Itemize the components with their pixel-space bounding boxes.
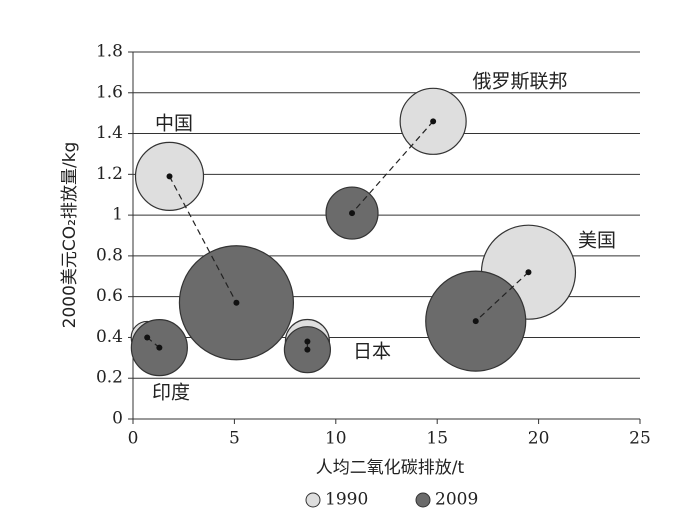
annotation: 俄罗斯联邦 bbox=[472, 71, 567, 93]
y-tick-label: 0.6 bbox=[96, 286, 123, 306]
y-tick-label: 1.4 bbox=[96, 123, 123, 143]
bubble-center bbox=[430, 118, 437, 125]
annotation: 印度 bbox=[152, 382, 190, 404]
y-axis-label: 2000美元CO₂排放量/kg bbox=[60, 142, 80, 329]
x-tick-label: 5 bbox=[229, 429, 240, 449]
y-tick-label: 1.2 bbox=[96, 164, 123, 184]
connector bbox=[475, 271, 529, 322]
y-tick-label: 1 bbox=[112, 205, 123, 225]
y-tick-label: 0.2 bbox=[96, 368, 123, 388]
legend-label: 2009 bbox=[435, 490, 478, 510]
y-tick-label: 0.8 bbox=[96, 245, 123, 265]
bubble-center bbox=[304, 346, 311, 353]
x-tick-label: 15 bbox=[426, 429, 448, 449]
bubble-center bbox=[349, 210, 356, 217]
y-tick-label: 0 bbox=[112, 409, 123, 429]
bubble-center bbox=[166, 173, 173, 180]
legend-swatch bbox=[305, 492, 321, 508]
bubble-center bbox=[233, 299, 240, 306]
bubble-center bbox=[472, 318, 479, 325]
x-tick-label: 20 bbox=[528, 429, 550, 449]
connector bbox=[351, 120, 434, 214]
x-tick-label: 0 bbox=[128, 429, 139, 449]
bubble-center bbox=[304, 338, 311, 345]
annotation: 中国 bbox=[155, 113, 193, 135]
bubble-center bbox=[156, 344, 163, 351]
legend-swatch bbox=[415, 492, 431, 508]
bubble-center bbox=[144, 334, 151, 341]
bubble-center bbox=[525, 269, 532, 276]
y-tick-label: 0.4 bbox=[96, 327, 123, 347]
x-tick-label: 10 bbox=[325, 429, 347, 449]
connector bbox=[168, 176, 237, 304]
annotation: 美国 bbox=[578, 230, 616, 252]
x-tick-label: 25 bbox=[629, 429, 651, 449]
y-tick-label: 1.8 bbox=[96, 42, 123, 62]
y-tick-label: 1.6 bbox=[96, 82, 123, 102]
legend-label: 1990 bbox=[325, 490, 368, 510]
annotation: 日本 bbox=[353, 341, 391, 363]
x-axis-label: 人均二氧化碳排放/t bbox=[316, 458, 465, 478]
